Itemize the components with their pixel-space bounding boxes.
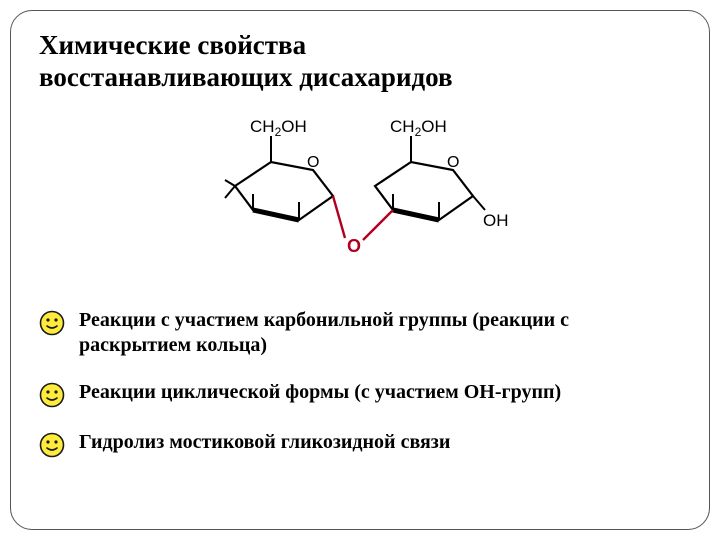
svg-text:OH: OH xyxy=(483,211,509,230)
svg-text:CH2OH: CH2OH xyxy=(250,117,307,139)
smiley-icon xyxy=(39,382,65,408)
molecule-svg: CH2OH O O xyxy=(195,112,525,272)
title-line2: восстанавливающих дисахаридов xyxy=(39,62,453,92)
svg-text:O: O xyxy=(447,154,459,171)
glycosidic-oxygen: O xyxy=(347,236,361,256)
smiley-icon xyxy=(39,432,65,458)
svg-text:O: O xyxy=(307,154,319,171)
disaccharide-diagram: CH2OH O O xyxy=(39,112,681,272)
left-sugar-ring: CH2OH O xyxy=(225,117,345,238)
title-line1: Химические свойства xyxy=(39,30,306,60)
svg-text:CH2OH: CH2OH xyxy=(390,117,447,139)
bullet-list: Реакции с участием карбонильной группы (… xyxy=(39,308,681,458)
list-item: Гидролиз мостиковой гликозидной связи xyxy=(39,430,681,458)
bullet-text: Гидролиз мостиковой гликозидной связи xyxy=(79,430,450,455)
bullet-text: Реакции циклической формы (с участием OH… xyxy=(79,380,561,405)
bullet-text: Реакции с участием карбонильной группы (… xyxy=(79,308,681,358)
right-sugar-ring: CH2OH O OH xyxy=(363,117,509,240)
smiley-icon xyxy=(39,310,65,336)
slide-frame: Химические свойства восстанавливающих ди… xyxy=(10,10,710,530)
list-item: Реакции с участием карбонильной группы (… xyxy=(39,308,681,358)
list-item: Реакции циклической формы (с участием OH… xyxy=(39,380,681,408)
slide-title: Химические свойства восстанавливающих ди… xyxy=(39,29,681,94)
